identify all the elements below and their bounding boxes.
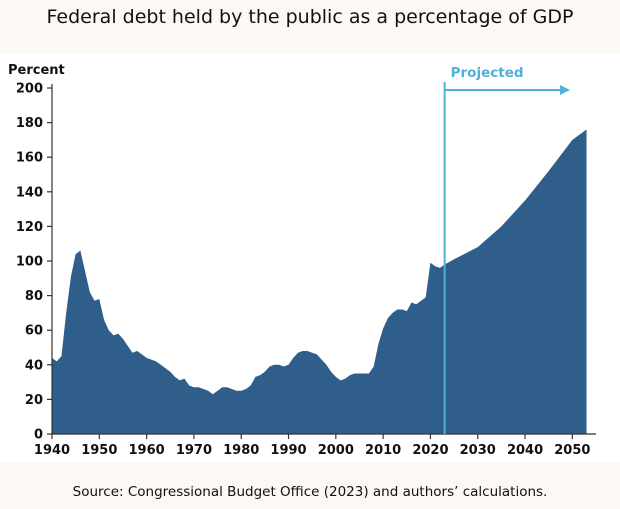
x-tick-label: 2040 [507,443,543,458]
source-note: Source: Congressional Budget Office (202… [72,484,548,500]
y-tick-label: 80 [25,289,43,304]
x-tick-label: 1980 [223,443,259,458]
y-tick-label: 160 [16,151,43,166]
y-tick-label: 120 [16,220,43,235]
x-tick-label: 2000 [318,443,354,458]
debt-area-series [52,129,587,434]
x-tick-label: 1960 [129,443,165,458]
x-tick-label: 1940 [34,443,70,458]
projection-label: Projected [451,65,524,81]
x-tick-label: 1950 [81,443,117,458]
x-tick-label: 2030 [460,443,496,458]
y-axis-label: Percent [8,63,65,78]
projection-arrow-head [560,85,570,95]
y-tick-label: 200 [16,82,43,97]
y-tick-label: 0 [34,428,43,443]
x-tick-label: 1990 [270,443,306,458]
y-tick-label: 40 [25,358,43,373]
x-tick-label: 2020 [412,443,448,458]
x-tick-label: 2050 [554,443,590,458]
y-tick-label: 180 [16,116,43,131]
x-tick-label: 2010 [365,443,401,458]
y-tick-label: 140 [16,185,43,200]
chart-area: 0 20 40 60 80 100 120 140 160 180 200 1940 1950 1960 1… [0,54,620,462]
x-tick-label: 1970 [176,443,212,458]
y-tick-label: 60 [25,324,43,339]
chart-title: Federal debt held by the public as a per… [46,6,574,28]
y-tick-label: 100 [16,255,43,270]
y-tick-label: 20 [25,393,43,408]
